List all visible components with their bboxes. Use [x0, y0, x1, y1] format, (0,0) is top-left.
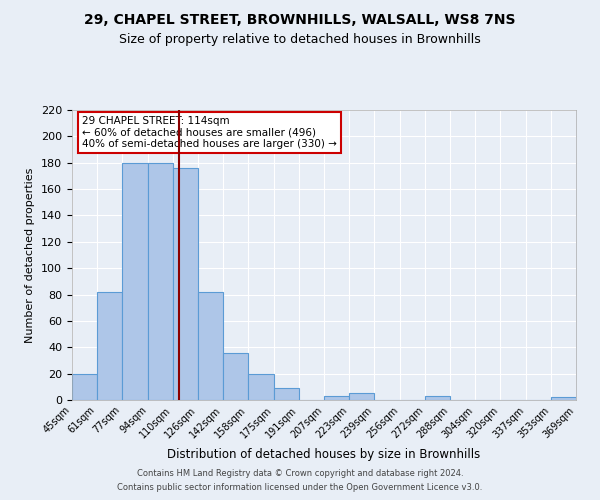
Bar [274, 388, 299, 400]
Bar [198, 292, 223, 400]
Bar [551, 398, 576, 400]
Bar [72, 374, 97, 400]
Bar [248, 374, 274, 400]
X-axis label: Distribution of detached houses by size in Brownhills: Distribution of detached houses by size … [167, 448, 481, 461]
Bar [425, 396, 450, 400]
Bar [349, 394, 374, 400]
Bar [122, 162, 148, 400]
Bar [173, 168, 198, 400]
Y-axis label: Number of detached properties: Number of detached properties [25, 168, 35, 342]
Bar [148, 162, 173, 400]
Bar [324, 396, 349, 400]
Text: Size of property relative to detached houses in Brownhills: Size of property relative to detached ho… [119, 32, 481, 46]
Text: 29 CHAPEL STREET: 114sqm
← 60% of detached houses are smaller (496)
40% of semi-: 29 CHAPEL STREET: 114sqm ← 60% of detach… [82, 116, 337, 149]
Text: Contains HM Land Registry data © Crown copyright and database right 2024.: Contains HM Land Registry data © Crown c… [137, 468, 463, 477]
Text: 29, CHAPEL STREET, BROWNHILLS, WALSALL, WS8 7NS: 29, CHAPEL STREET, BROWNHILLS, WALSALL, … [84, 12, 516, 26]
Bar [223, 352, 248, 400]
Text: Contains public sector information licensed under the Open Government Licence v3: Contains public sector information licen… [118, 484, 482, 492]
Bar [97, 292, 122, 400]
